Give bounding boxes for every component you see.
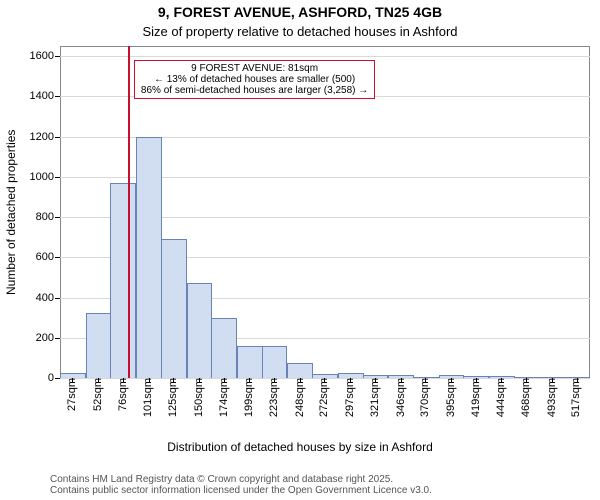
histogram-bar (211, 318, 237, 378)
x-tick-label: 52sqm (92, 378, 104, 411)
histogram-bar (187, 283, 213, 378)
y-tick-mark (55, 217, 60, 218)
x-tick-label: 272sqm (319, 378, 331, 417)
x-tick-label: 493sqm (546, 378, 558, 417)
y-tick-mark (55, 298, 60, 299)
histogram-bar (287, 363, 313, 378)
y-tick-mark (55, 177, 60, 178)
y-tick-mark (55, 96, 60, 97)
x-tick-label: 27sqm (66, 378, 78, 411)
histogram-bar (237, 346, 263, 378)
chart-container: 9, FOREST AVENUE, ASHFORD, TN25 4GB Size… (0, 0, 600, 500)
y-tick-mark (55, 338, 60, 339)
x-tick-label: 468sqm (520, 378, 532, 417)
y-axis-label: Number of detached properties (4, 129, 18, 294)
histogram-bar (86, 313, 112, 378)
x-tick-label: 370sqm (419, 378, 431, 417)
gridline (60, 56, 590, 57)
histogram-bar (161, 239, 187, 378)
x-axis-label: Distribution of detached houses by size … (0, 440, 600, 454)
x-tick-label: 150sqm (193, 378, 205, 417)
chart-title: 9, FOREST AVENUE, ASHFORD, TN25 4GB (0, 4, 600, 20)
annotation-line3: 86% of semi-detached houses are larger (… (141, 85, 368, 96)
x-tick-label: 321sqm (369, 378, 381, 417)
x-tick-label: 76sqm (117, 378, 129, 411)
y-tick-mark (55, 56, 60, 57)
x-tick-label: 125sqm (167, 378, 179, 417)
histogram-bar (262, 346, 288, 378)
footer-attribution: Contains HM Land Registry data © Crown c… (50, 474, 432, 496)
reference-line (128, 46, 130, 378)
plot-area: 0200400600800100012001400160027sqm52sqm7… (60, 46, 590, 378)
annotation-box: 9 FOREST AVENUE: 81sqm← 13% of detached … (134, 60, 375, 99)
x-tick-label: 444sqm (496, 378, 508, 417)
x-tick-label: 223sqm (268, 378, 280, 417)
annotation-line1: 9 FOREST AVENUE: 81sqm (141, 63, 368, 74)
chart-subtitle: Size of property relative to detached ho… (0, 24, 600, 39)
x-tick-label: 248sqm (294, 378, 306, 417)
y-tick-mark (55, 257, 60, 258)
x-tick-label: 101sqm (143, 378, 155, 417)
x-tick-label: 199sqm (243, 378, 255, 417)
annotation-line2: ← 13% of detached houses are smaller (50… (141, 74, 368, 85)
x-tick-label: 346sqm (395, 378, 407, 417)
x-tick-label: 174sqm (218, 378, 230, 417)
y-tick-mark (55, 137, 60, 138)
y-tick-mark (55, 378, 60, 379)
histogram-bar (136, 137, 162, 378)
x-tick-label: 297sqm (344, 378, 356, 417)
x-tick-label: 395sqm (445, 378, 457, 417)
x-tick-label: 517sqm (571, 378, 583, 417)
histogram-bar (110, 183, 136, 378)
x-tick-label: 419sqm (470, 378, 482, 417)
